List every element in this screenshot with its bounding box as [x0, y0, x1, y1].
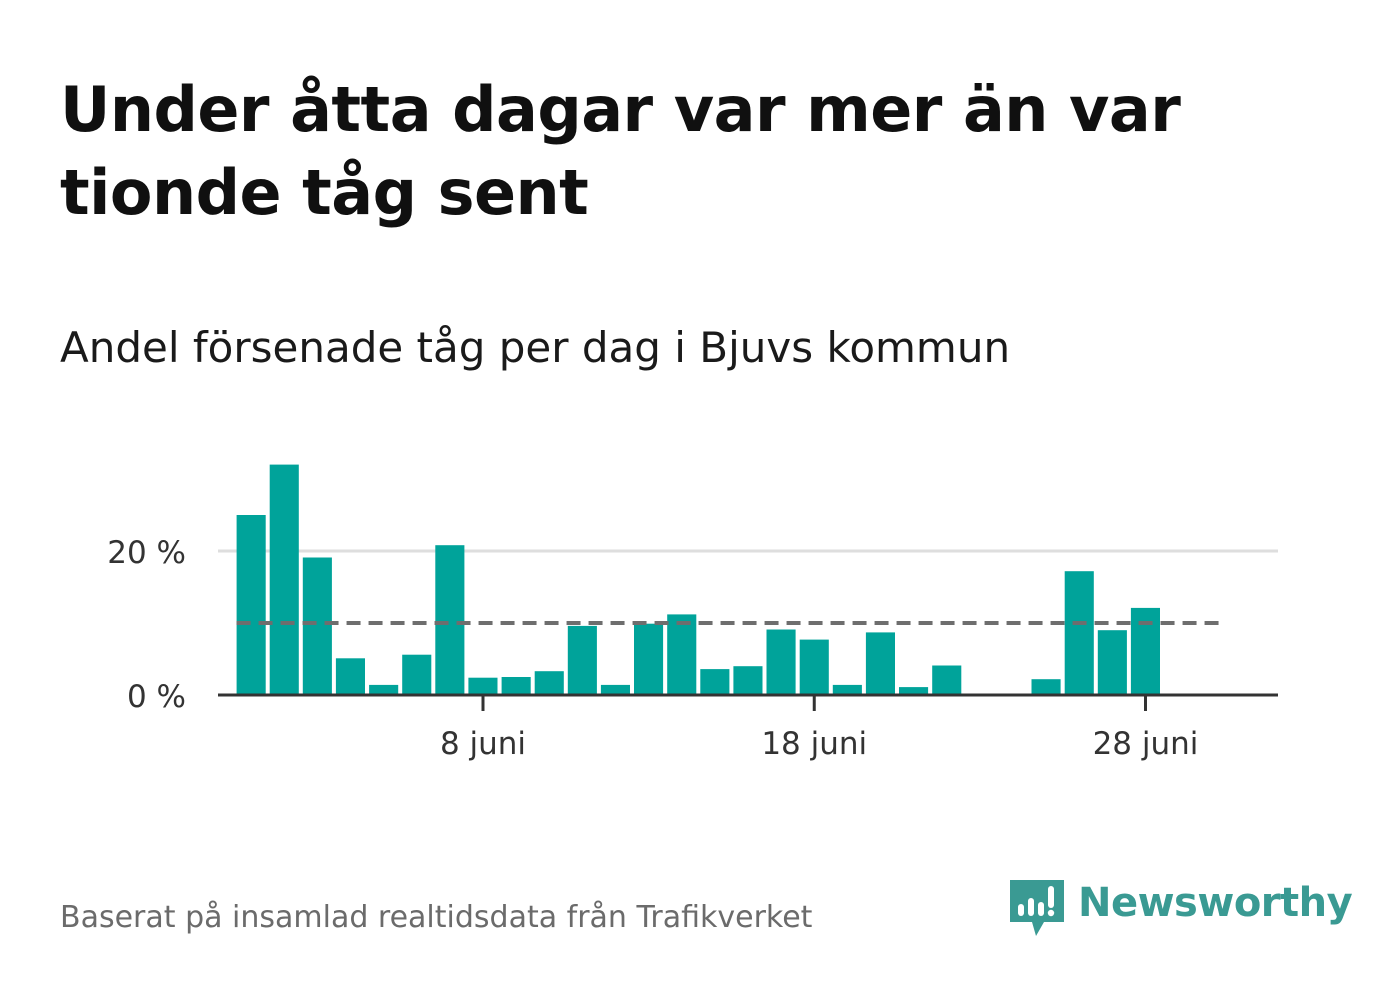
- bar-9-juni: [501, 677, 531, 695]
- bar-25-juni: [1031, 679, 1061, 695]
- bar-16-juni: [733, 666, 763, 695]
- bar-10-juni: [534, 671, 564, 695]
- bar-11-juni: [567, 625, 597, 695]
- bar-13-juni: [634, 623, 664, 695]
- bar-14-juni: [667, 614, 697, 695]
- source-note: Baserat på insamlad realtidsdata från Tr…: [60, 900, 813, 935]
- bar-8-juni: [468, 677, 498, 695]
- x-tick-label: 28 juni: [1093, 726, 1199, 762]
- bar-27-juni: [1097, 630, 1127, 695]
- x-tick-label: 8 juni: [440, 726, 526, 762]
- bar-2-juni: [269, 464, 299, 695]
- newsworthy-logo-text: Newsworthy: [1078, 880, 1353, 926]
- y-tick-label: 0 %: [127, 679, 186, 715]
- bar-26-juni: [1064, 571, 1094, 695]
- newsworthy-logo: Newsworthy: [1010, 878, 1353, 942]
- bar-20-juni: [865, 632, 895, 695]
- bar-17-juni: [766, 629, 796, 695]
- bar-18-juni: [799, 639, 829, 695]
- bar-15-juni: [700, 669, 730, 695]
- chart-subtitle: Andel försenade tåg per dag i Bjuvs komm…: [60, 323, 1011, 372]
- y-tick-label: 20 %: [107, 535, 186, 571]
- bar-7-juni: [435, 545, 465, 695]
- bar-6-juni: [402, 654, 432, 695]
- chart-title: Under åtta dagar var mer än var tionde t…: [60, 73, 1181, 229]
- bar-5-juni: [369, 684, 399, 695]
- axis-layer: 0 % 20 % 8 juni 18 juni 28 juni: [107, 535, 1278, 762]
- bar-4-juni: [335, 658, 365, 695]
- bar-28-juni: [1130, 607, 1160, 695]
- bars-layer: [236, 464, 1160, 695]
- bar-22-juni: [932, 665, 962, 695]
- bar-1-juni: [236, 515, 266, 695]
- bar-12-juni: [600, 684, 630, 695]
- newsworthy-logo-icon: [1010, 880, 1064, 936]
- bar-3-juni: [302, 557, 332, 695]
- bar-19-juni: [832, 684, 862, 695]
- bar-21-juni: [899, 687, 929, 695]
- x-tick-label: 18 juni: [761, 726, 867, 762]
